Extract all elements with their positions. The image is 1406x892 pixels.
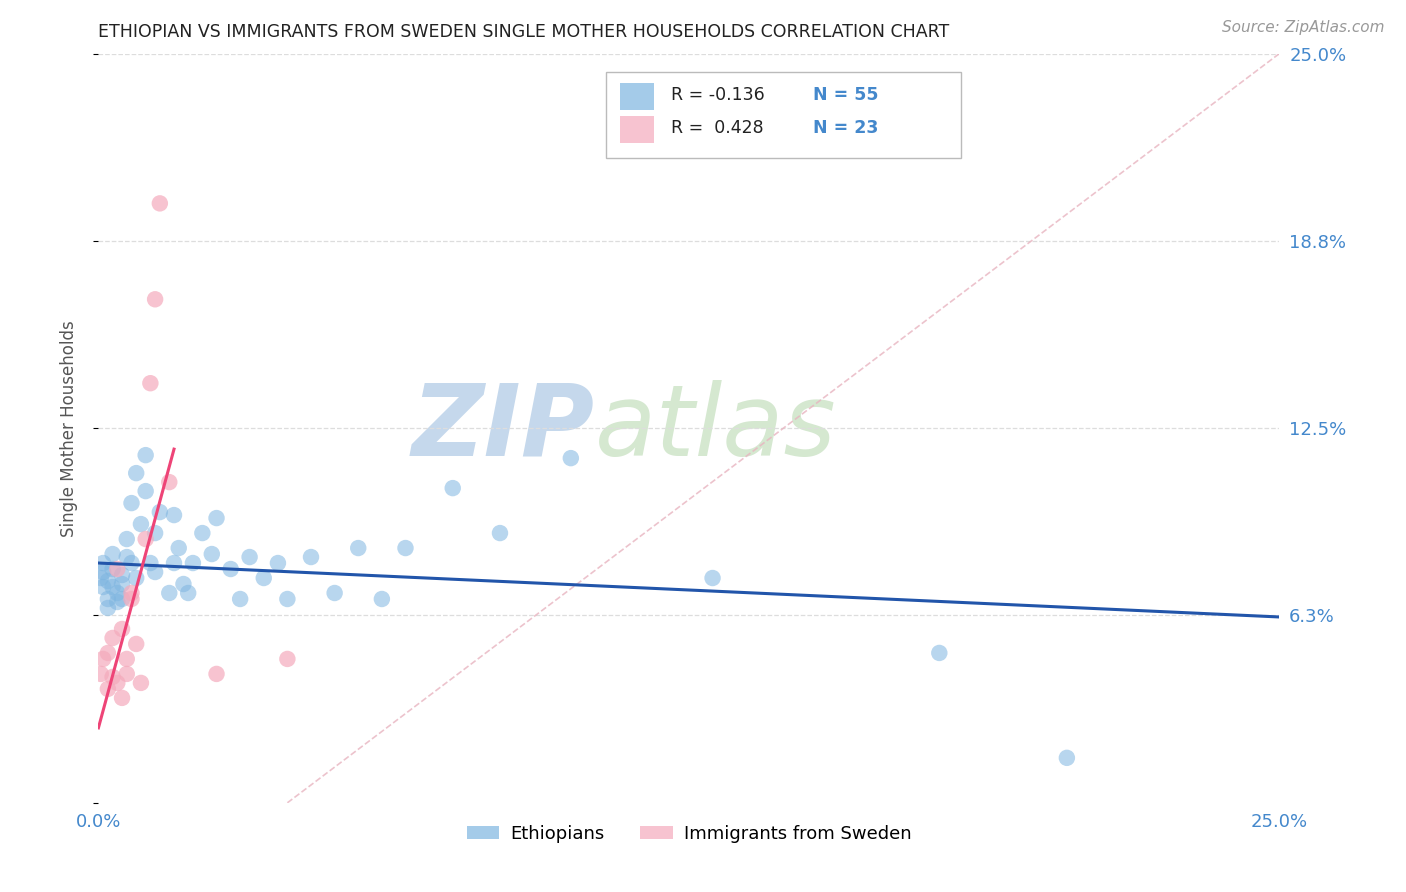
Point: [253, 571, 276, 585]
Point: [163, 556, 186, 570]
Point: [205, 667, 228, 681]
Point: [105, 586, 128, 600]
Point: [111, 690, 134, 705]
Point: [101, 562, 124, 576]
Point: [928, 646, 950, 660]
Y-axis label: Single Mother Households: Single Mother Households: [59, 320, 77, 536]
Point: [115, 652, 138, 666]
Point: [105, 676, 128, 690]
FancyBboxPatch shape: [620, 117, 654, 144]
Point: [91, 652, 114, 666]
Point: [299, 549, 322, 564]
Point: [276, 652, 298, 666]
Point: [267, 556, 290, 570]
Point: [105, 562, 128, 576]
Text: Source: ZipAtlas.com: Source: ZipAtlas.com: [1222, 20, 1385, 35]
Point: [135, 532, 157, 546]
Point: [441, 481, 464, 495]
Point: [149, 196, 172, 211]
Text: ETHIOPIAN VS IMMIGRANTS FROM SWEDEN SINGLE MOTHER HOUSEHOLDS CORRELATION CHART: ETHIOPIAN VS IMMIGRANTS FROM SWEDEN SING…: [98, 23, 949, 41]
Point: [90, 667, 112, 681]
Point: [135, 448, 157, 462]
Point: [125, 637, 148, 651]
Point: [205, 511, 228, 525]
Point: [347, 541, 370, 555]
Point: [394, 541, 416, 555]
Text: R =  0.428: R = 0.428: [671, 120, 763, 137]
Point: [219, 562, 242, 576]
Legend: Ethiopians, Immigrants from Sweden: Ethiopians, Immigrants from Sweden: [460, 818, 918, 850]
Point: [177, 586, 200, 600]
Point: [143, 565, 166, 579]
Point: [111, 568, 134, 582]
Point: [702, 571, 724, 585]
Point: [115, 667, 138, 681]
Point: [97, 574, 120, 588]
Point: [1056, 751, 1078, 765]
Point: [172, 577, 194, 591]
Point: [101, 670, 124, 684]
Point: [201, 547, 224, 561]
Point: [139, 556, 162, 570]
Point: [323, 586, 346, 600]
Point: [101, 631, 124, 645]
Point: [181, 556, 204, 570]
Point: [135, 484, 157, 499]
Point: [276, 592, 298, 607]
Point: [125, 571, 148, 585]
Point: [229, 592, 252, 607]
Point: [111, 622, 134, 636]
Text: atlas: atlas: [595, 380, 837, 476]
Point: [101, 547, 124, 561]
Point: [129, 676, 152, 690]
Point: [167, 541, 190, 555]
Text: N = 23: N = 23: [813, 120, 879, 137]
Point: [97, 601, 120, 615]
Point: [125, 466, 148, 480]
Point: [97, 681, 120, 696]
Point: [91, 565, 114, 579]
Text: ZIP: ZIP: [412, 380, 595, 476]
Point: [97, 592, 120, 607]
Point: [121, 556, 143, 570]
Point: [143, 526, 166, 541]
Point: [163, 508, 186, 522]
Point: [111, 592, 134, 607]
Point: [115, 549, 138, 564]
Point: [91, 580, 114, 594]
Point: [149, 505, 172, 519]
Point: [105, 595, 128, 609]
Point: [560, 451, 582, 466]
Point: [143, 293, 166, 307]
Point: [97, 646, 120, 660]
Text: R = -0.136: R = -0.136: [671, 86, 765, 103]
Point: [111, 577, 134, 591]
Point: [121, 592, 143, 607]
Point: [90, 571, 112, 585]
Point: [371, 592, 394, 607]
Text: N = 55: N = 55: [813, 86, 879, 103]
FancyBboxPatch shape: [620, 83, 654, 110]
Point: [121, 496, 143, 510]
Point: [129, 517, 152, 532]
Point: [121, 586, 143, 600]
Point: [157, 586, 180, 600]
Point: [157, 475, 180, 489]
Point: [191, 526, 214, 541]
Point: [139, 376, 162, 391]
Point: [101, 580, 124, 594]
Point: [489, 526, 512, 541]
Point: [115, 532, 138, 546]
Point: [239, 549, 262, 564]
Point: [91, 556, 114, 570]
FancyBboxPatch shape: [606, 72, 960, 159]
